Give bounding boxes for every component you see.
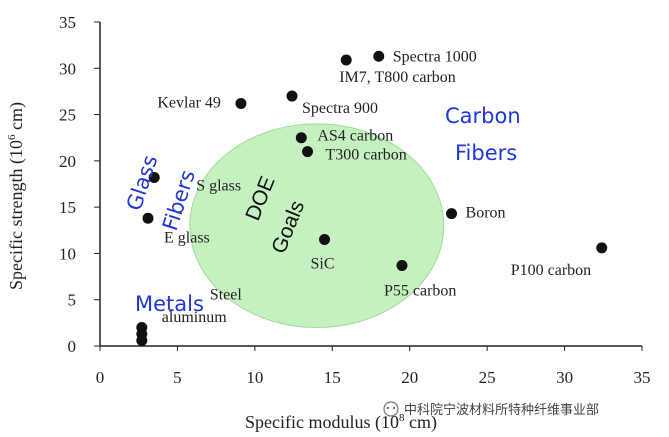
- data-point: [235, 97, 247, 109]
- data-point: [286, 90, 298, 102]
- point-label: aluminum: [162, 309, 227, 326]
- carbon-fibers-label-line1: Carbon: [445, 104, 521, 128]
- x-tick-label: 15: [324, 368, 341, 387]
- wechat-icon-dot: [392, 406, 396, 410]
- x-tick-label: 10: [246, 368, 263, 387]
- point-label: S glass: [196, 178, 241, 195]
- metals-label: Metals: [135, 292, 204, 316]
- wechat-icon: [383, 401, 399, 417]
- x-tick-label: 30: [556, 368, 573, 387]
- x-tick-label: 35: [634, 368, 651, 387]
- labels-layer: Spectra 1000 Kevlar 49 Spectra 900 AS4 carb…: [122, 48, 591, 326]
- data-point: [302, 146, 314, 158]
- wechat-icon-dot: [386, 406, 390, 410]
- glass-fibers-label-line1: Glass: [122, 152, 162, 213]
- point-label: P100 carbon: [511, 262, 591, 279]
- point-label: Spectra 900: [302, 100, 378, 117]
- y-tick-label: 35: [59, 13, 76, 32]
- point-label: AS4 carbon: [317, 128, 393, 145]
- y-tick-label: 20: [59, 152, 76, 171]
- point-label: Boron: [466, 205, 506, 222]
- data-point: [136, 334, 148, 346]
- point-label: SiC: [311, 256, 335, 273]
- x-tick-label: 0: [96, 368, 105, 387]
- point-label: Steel: [210, 286, 243, 303]
- tick-layer: 0 5 10 15 20 25 30 35 0 5 10 15 20 25 30 35: [59, 13, 651, 387]
- data-point: [295, 132, 307, 144]
- point-label: Kevlar 49: [157, 94, 221, 111]
- x-tick-label: 20: [401, 368, 418, 387]
- y-tick-label: 0: [68, 337, 77, 356]
- data-point: [148, 172, 160, 184]
- y-tick-label: 25: [59, 106, 76, 125]
- x-tick-label: 5: [173, 368, 182, 387]
- axes: [99, 22, 642, 347]
- data-point: [319, 234, 331, 246]
- point-label: Spectra 1000: [393, 48, 477, 65]
- data-point: [596, 242, 608, 254]
- point-label: P55 carbon: [384, 282, 456, 299]
- y-tick-label: 30: [59, 59, 76, 78]
- x-axis-title: Specific modulus (108 cm): [245, 412, 437, 433]
- y-tick-label: 10: [59, 244, 76, 263]
- region-layer: [189, 123, 445, 328]
- data-point: [373, 50, 385, 62]
- y-tick-label: 5: [68, 291, 77, 310]
- data-point: [396, 259, 408, 271]
- doe-goals-region: [189, 123, 445, 328]
- watermark-text: 中科院宁波材料所特种纤维事业部: [404, 402, 599, 418]
- points-layer: [136, 50, 608, 346]
- data-point: [340, 54, 352, 66]
- point-label-im7: IM7, T800 carbon: [339, 69, 456, 86]
- data-point: [142, 212, 154, 224]
- point-label: E glass: [164, 229, 210, 246]
- y-tick-label: 15: [59, 198, 76, 217]
- data-point: [446, 208, 458, 220]
- y-axis-title: Specific strength (106 cm): [6, 102, 27, 290]
- x-tick-label: 25: [479, 368, 496, 387]
- watermark: 中科院宁波材料所特种纤维事业部: [383, 401, 599, 418]
- carbon-fibers-label-line2: Fibers: [455, 141, 517, 165]
- point-label: T300 carbon: [326, 147, 407, 164]
